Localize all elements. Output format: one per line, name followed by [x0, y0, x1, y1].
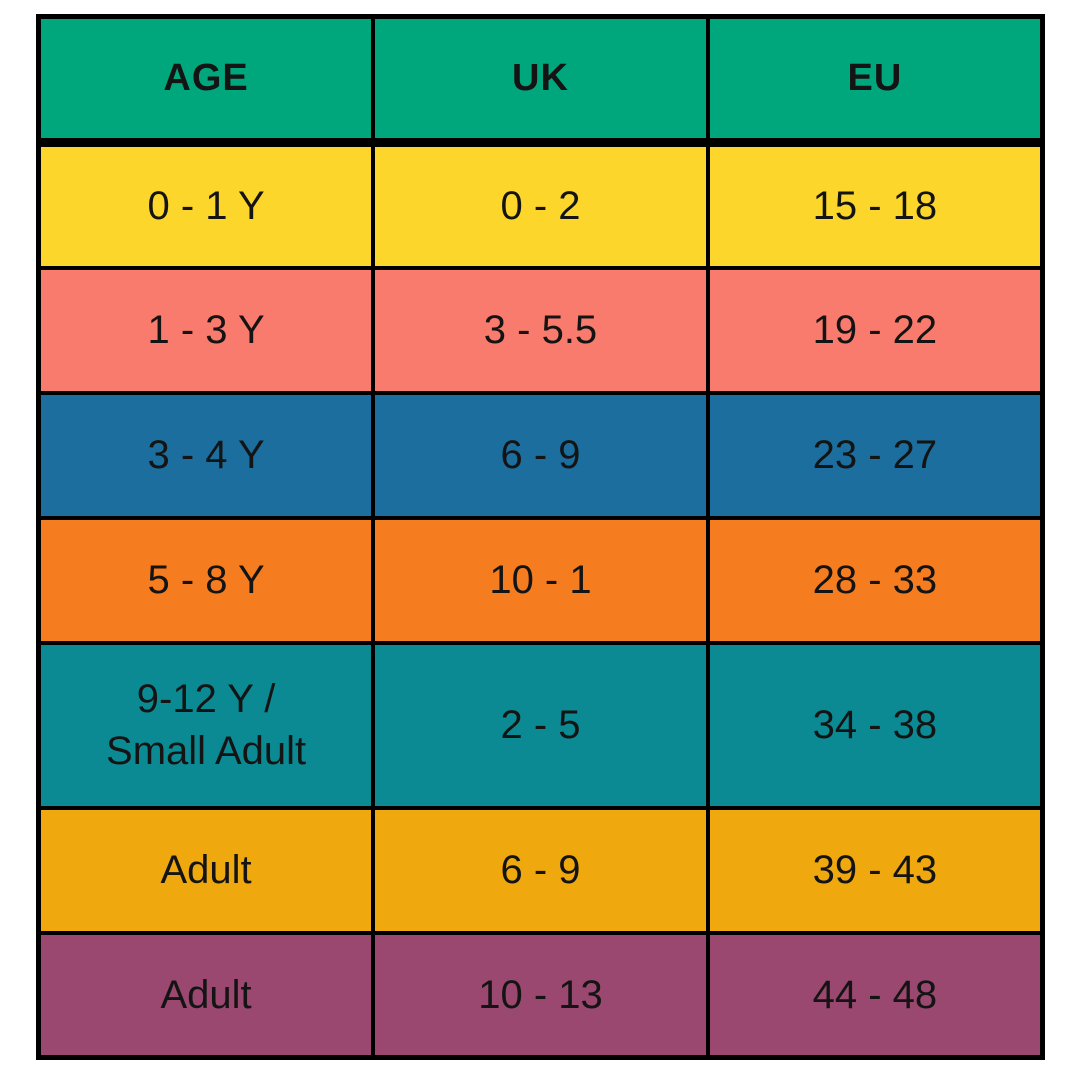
eu-cell: 39 - 43 — [705, 805, 1045, 935]
table-row: 9-12 Y / Small Adult 2 - 5 34 - 38 — [36, 640, 1045, 810]
eu-cell: 15 - 18 — [705, 140, 1045, 270]
uk-cell: 10 - 13 — [371, 930, 710, 1060]
age-cell: 0 - 1 Y — [36, 140, 376, 270]
uk-cell: 6 - 9 — [371, 805, 710, 935]
table-row: 1 - 3 Y 3 - 5.5 19 - 22 — [36, 265, 1045, 395]
uk-cell: 10 - 1 — [371, 515, 710, 645]
size-chart-table: AGE UK EU 0 - 1 Y 0 - 2 15 - 18 1 - 3 Y … — [36, 14, 1045, 1060]
age-cell: 5 - 8 Y — [36, 515, 376, 645]
age-cell: Adult — [36, 930, 376, 1060]
eu-cell: 44 - 48 — [705, 930, 1045, 1060]
age-cell: 3 - 4 Y — [36, 390, 376, 520]
table-row: 0 - 1 Y 0 - 2 15 - 18 — [36, 140, 1045, 270]
table-row: Adult 6 - 9 39 - 43 — [36, 805, 1045, 935]
eu-cell: 19 - 22 — [705, 265, 1045, 395]
age-cell: 9-12 Y / Small Adult — [36, 640, 376, 810]
age-cell: 1 - 3 Y — [36, 265, 376, 395]
column-header-uk: UK — [371, 14, 710, 147]
uk-cell: 3 - 5.5 — [371, 265, 710, 395]
uk-cell: 0 - 2 — [371, 140, 710, 270]
table-row: 3 - 4 Y 6 - 9 23 - 27 — [36, 390, 1045, 520]
table-row: 5 - 8 Y 10 - 1 28 - 33 — [36, 515, 1045, 645]
column-header-eu: EU — [705, 14, 1045, 147]
eu-cell: 28 - 33 — [705, 515, 1045, 645]
eu-cell: 34 - 38 — [705, 640, 1045, 810]
uk-cell: 2 - 5 — [371, 640, 710, 810]
size-chart-canvas: AGE UK EU 0 - 1 Y 0 - 2 15 - 18 1 - 3 Y … — [36, 14, 1045, 1060]
header-row: AGE UK EU — [36, 14, 1045, 147]
table-row: Adult 10 - 13 44 - 48 — [36, 930, 1045, 1060]
uk-cell: 6 - 9 — [371, 390, 710, 520]
eu-cell: 23 - 27 — [705, 390, 1045, 520]
column-header-age: AGE — [36, 14, 376, 147]
age-cell: Adult — [36, 805, 376, 935]
